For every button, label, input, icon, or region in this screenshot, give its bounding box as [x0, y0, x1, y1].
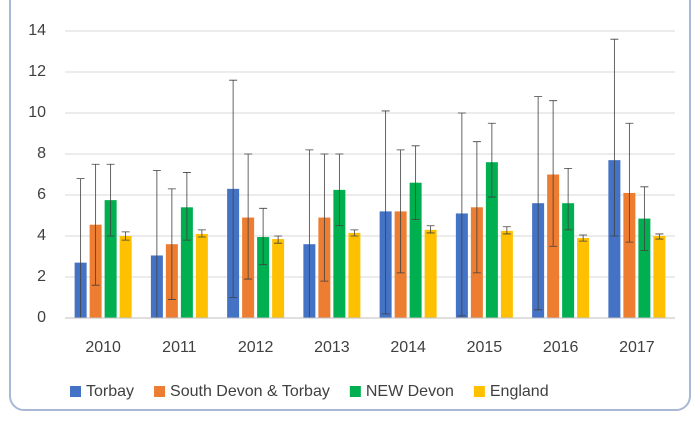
bar	[333, 189, 346, 318]
bar	[104, 200, 117, 318]
y-tick-label: 4	[37, 227, 46, 244]
legend-label: Torbay	[86, 383, 134, 400]
error-bar	[121, 231, 130, 241]
y-tick-label: 12	[28, 63, 46, 80]
x-tick-label: 2012	[238, 339, 274, 356]
y-tick-label: 10	[28, 104, 46, 121]
y-tick-label: 14	[28, 22, 46, 39]
error-bar	[411, 145, 420, 220]
y-tick-label: 6	[37, 186, 46, 203]
error-bar	[182, 172, 191, 241]
x-tick-label: 2015	[467, 339, 503, 356]
error-bar	[259, 207, 268, 266]
error-bar	[381, 110, 390, 315]
bar	[257, 237, 270, 318]
error-bar	[579, 234, 588, 242]
bar	[653, 236, 666, 318]
error-bar	[320, 153, 329, 282]
y-tick-label: 0	[37, 309, 46, 326]
error-bar	[396, 149, 405, 274]
bar	[485, 162, 498, 318]
bar	[195, 233, 208, 318]
bar	[562, 203, 575, 318]
legend-label: England	[490, 383, 549, 400]
bar	[424, 229, 437, 318]
error-bar	[350, 229, 359, 237]
x-tick-label: 2011	[162, 339, 197, 356]
error-bar	[655, 233, 664, 240]
legend-swatch	[349, 386, 361, 397]
error-bar	[487, 122, 496, 198]
y-tick-label: 8	[37, 145, 46, 162]
bar	[608, 160, 621, 318]
x-tick-label: 2013	[314, 339, 350, 356]
legend-swatch	[70, 386, 81, 397]
bar	[348, 232, 361, 318]
error-bar	[274, 235, 283, 244]
bar	[623, 192, 636, 318]
x-tick-label: 2016	[543, 339, 579, 356]
error-bar	[502, 226, 511, 235]
error-bar	[106, 163, 115, 237]
error-bar	[229, 79, 238, 298]
y-tick-label: 2	[37, 268, 46, 285]
error-bar	[534, 96, 543, 311]
bar	[638, 218, 651, 318]
error-bar	[564, 167, 573, 231]
error-bar	[426, 225, 435, 234]
error-bar	[197, 229, 206, 238]
legend-label: South Devon & Torbay	[170, 383, 330, 400]
bar	[500, 230, 513, 318]
legend-label: NEW Devon	[366, 383, 454, 400]
error-bar	[625, 122, 634, 243]
bar	[577, 238, 590, 318]
x-tick-label: 2010	[85, 339, 121, 356]
x-tick-label: 2017	[619, 339, 655, 356]
bar	[272, 239, 285, 318]
error-bar	[610, 38, 619, 237]
error-bar	[640, 186, 649, 251]
error-bar	[244, 153, 253, 280]
error-bar	[91, 163, 100, 286]
bar	[119, 236, 132, 318]
x-tick-label: 2014	[390, 339, 426, 356]
error-bar	[472, 141, 481, 274]
bar	[409, 182, 422, 318]
legend-swatch	[473, 386, 485, 397]
error-bar	[167, 188, 176, 300]
bar	[180, 207, 193, 318]
error-bar	[335, 153, 344, 227]
error-bar	[457, 112, 466, 317]
chart-frame	[9, 0, 691, 411]
error-bar	[549, 100, 558, 247]
legend-swatch	[154, 386, 166, 397]
